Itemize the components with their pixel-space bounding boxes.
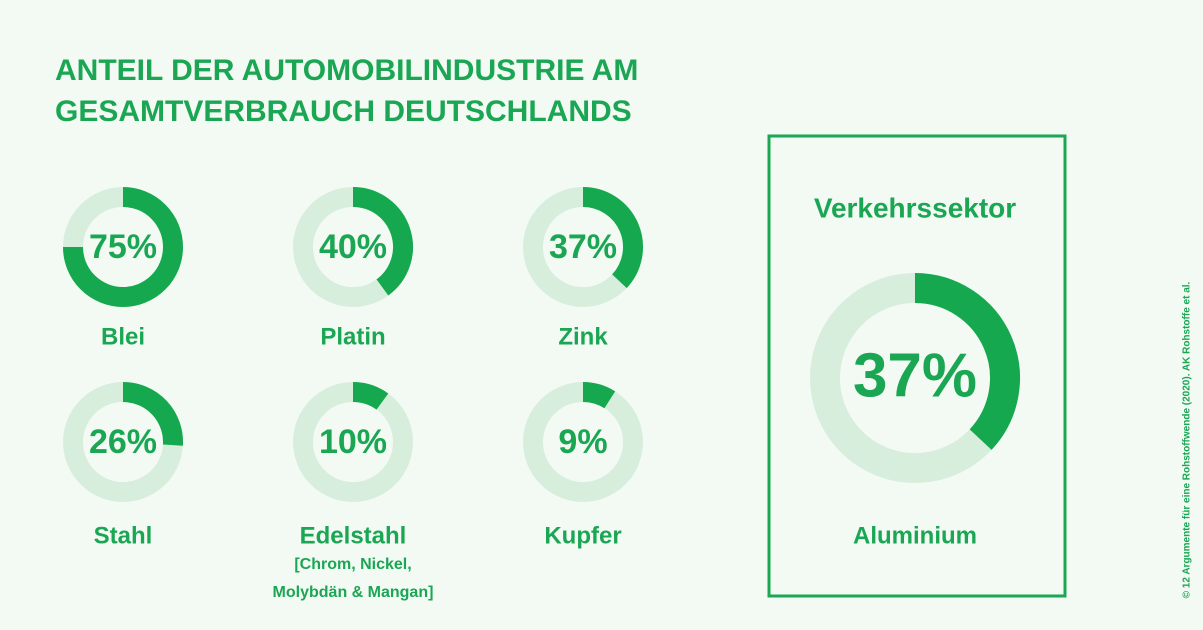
value-label: 37% xyxy=(549,228,617,266)
donut-arc xyxy=(63,187,183,307)
donut-arc xyxy=(352,187,413,296)
category-label: Stahl xyxy=(94,522,153,549)
value-label: 40% xyxy=(319,228,387,266)
title-line: GESAMTVERBRAUCH DEUTSCHLANDS xyxy=(55,95,632,128)
value-label: 10% xyxy=(319,423,387,461)
value-label: 26% xyxy=(89,423,157,461)
category-label: Edelstahl xyxy=(300,522,407,549)
category-subtitle: Molybdän & Mangan] xyxy=(273,584,434,601)
donut-arc xyxy=(122,382,183,446)
category-subtitle: [Chrom, Nickel, xyxy=(294,556,411,573)
category-label: Platin xyxy=(320,323,385,350)
value-label: 9% xyxy=(558,423,607,461)
category-label: Aluminium xyxy=(853,522,977,549)
category-label: Blei xyxy=(101,323,145,350)
title-line: ANTEIL DER AUTOMOBILINDUSTRIE AM xyxy=(55,54,638,87)
donut-arc xyxy=(582,382,616,409)
category-label: Zink xyxy=(558,323,608,350)
value-label: 75% xyxy=(89,228,157,266)
donut-arc xyxy=(582,187,643,289)
donut-arc xyxy=(914,273,1020,450)
donut-arc xyxy=(352,382,389,410)
value-label: 37% xyxy=(853,341,977,410)
category-label: Kupfer xyxy=(544,522,621,549)
source-note: © 12 Argumente für eine Rohstoffwende (2… xyxy=(1182,281,1193,598)
panel-frame xyxy=(767,134,1067,598)
panel-title: Verkehrssektor xyxy=(814,192,1016,223)
